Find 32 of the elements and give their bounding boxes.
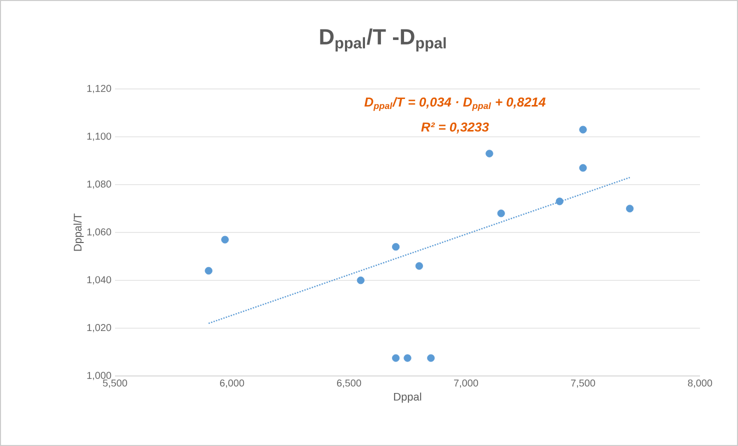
point bbox=[626, 204, 634, 212]
point bbox=[204, 266, 212, 275]
y-tick-label: 1,100 bbox=[87, 132, 112, 141]
y-tick-label: 1,020 bbox=[87, 324, 112, 332]
point bbox=[497, 210, 505, 218]
point bbox=[415, 262, 424, 270]
point bbox=[579, 164, 587, 172]
y-tick-label: 1,120 bbox=[87, 84, 112, 94]
point bbox=[356, 276, 365, 284]
point bbox=[486, 150, 494, 158]
point bbox=[579, 126, 587, 134]
y-tick-label: 1,080 bbox=[87, 180, 112, 189]
point bbox=[392, 354, 400, 362]
x-axis-title: Dppal bbox=[394, 392, 422, 403]
x-tick-label: 7,500 bbox=[571, 380, 596, 388]
y-tick-label: 1,040 bbox=[87, 276, 112, 284]
y-tick-label: 1,000 bbox=[87, 372, 112, 380]
chart-title: D$_{ppal}$/T -D$_{ppal}$ bbox=[320, 28, 446, 52]
point bbox=[221, 236, 229, 244]
annotation: D$_{ppal}$/T = 0,034 · D$_{ppal}$ + 0,8214 bbox=[364, 97, 546, 111]
x-tick-label: 5,500 bbox=[102, 380, 128, 388]
x-tick-label: 8,000 bbox=[688, 380, 712, 388]
y-axis-title: Dppal/T bbox=[74, 214, 84, 251]
x-tick-label: 7,000 bbox=[454, 380, 478, 388]
annotation: R² = 0,3233 bbox=[421, 122, 489, 134]
y-tick-label: 1,060 bbox=[87, 228, 112, 237]
point bbox=[404, 354, 412, 362]
point bbox=[392, 243, 400, 251]
x-tick-label: 6,000 bbox=[220, 380, 244, 388]
x-tick-label: 6,500 bbox=[337, 380, 362, 388]
point bbox=[556, 198, 564, 206]
point bbox=[427, 354, 435, 362]
